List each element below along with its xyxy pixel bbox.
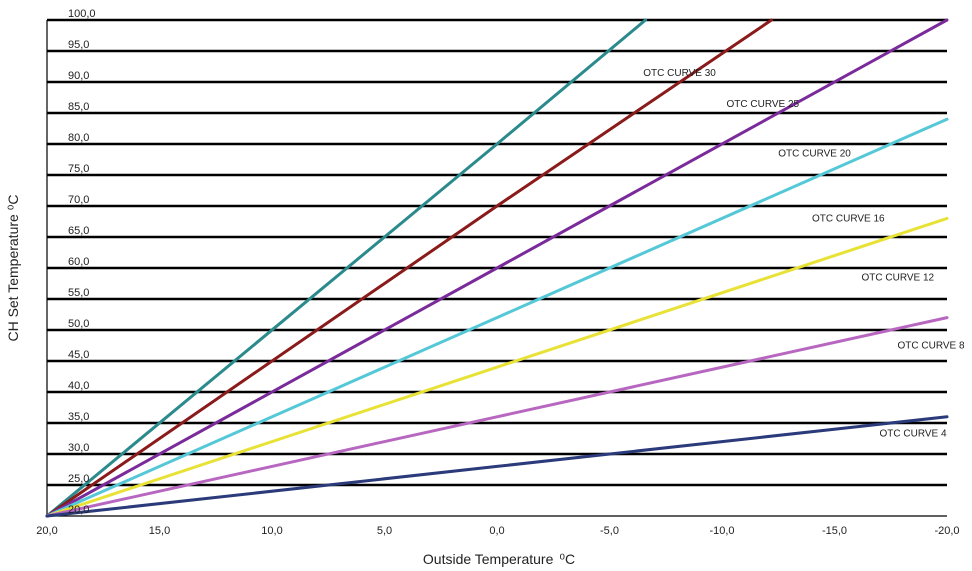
y-tick-label: 60,0 [68, 256, 89, 268]
series-label: OTC CURVE 25 [727, 99, 800, 110]
series-line [45, 18, 647, 518]
y-tick-label: 70,0 [68, 194, 89, 206]
series-line [45, 316, 949, 518]
y-tick-label: 95,0 [68, 39, 89, 51]
y-tick-labels: 20,0 25,0 30,0 35,0 40,0 45,0 50,0 55,0 60,0 65,0… [68, 8, 96, 516]
series-line [45, 117, 949, 518]
series-line [45, 216, 949, 518]
y-tick-label: 85,0 [68, 101, 89, 113]
y-tick-label: 35,0 [68, 411, 89, 423]
y-tick-label: 45,0 [68, 349, 89, 361]
series-line [45, 18, 949, 518]
x-tick-labels: 20,0 15,0 10,0 5,0 0,0 -5,0 -10,0 -15,0 -20,0 [36, 525, 959, 537]
y-tick-label: 25,0 [68, 473, 89, 485]
y-tick-label: 50,0 [68, 318, 89, 330]
y-tick-label: 40,0 [68, 380, 89, 392]
x-tick-label: 20,0 [36, 525, 57, 537]
y-tick-label: 30,0 [68, 442, 89, 454]
y-tick-label: 90,0 [68, 70, 89, 82]
x-tick-label: -20,0 [934, 525, 959, 537]
series-label: OTC CURVE 4 [880, 429, 947, 440]
series-label: OTC CURVE 12 [862, 272, 935, 283]
x-tick-label: 0,0 [489, 525, 504, 537]
curves [45, 18, 949, 518]
x-tick-label: -15,0 [822, 525, 847, 537]
series-line [45, 415, 949, 518]
y-tick-label: 65,0 [68, 225, 89, 237]
x-tick-label: -5,0 [600, 525, 619, 537]
gridlines [47, 18, 947, 487]
y-tick-label: 20,0 [68, 504, 89, 516]
x-tick-label: -10,0 [709, 525, 734, 537]
series-label: OTC CURVE 8 [898, 341, 965, 352]
x-tick-label: 10,0 [261, 525, 282, 537]
y-tick-label: 80,0 [68, 132, 89, 144]
y-tick-label: 55,0 [68, 287, 89, 299]
series-line [45, 18, 773, 518]
x-tick-label: 5,0 [377, 525, 392, 537]
y-tick-label: 75,0 [68, 163, 89, 175]
x-tick-label: 15,0 [149, 525, 170, 537]
x-axis-title: Outside Temperature ⁰C [423, 551, 575, 567]
series-label: OTC CURVE 30 [643, 68, 716, 79]
y-axis-title: CH Set Temperature⁰C [5, 194, 21, 341]
series-label: OTC CURVE 16 [812, 214, 885, 225]
axes [46, 20, 947, 517]
series-label: OTC CURVE 20 [778, 148, 851, 159]
y-tick-label: 100,0 [68, 8, 96, 20]
curve-labels: OTC CURVE 30 OTC CURVE 25 OTC CURVE 20 OTC … [643, 68, 965, 440]
